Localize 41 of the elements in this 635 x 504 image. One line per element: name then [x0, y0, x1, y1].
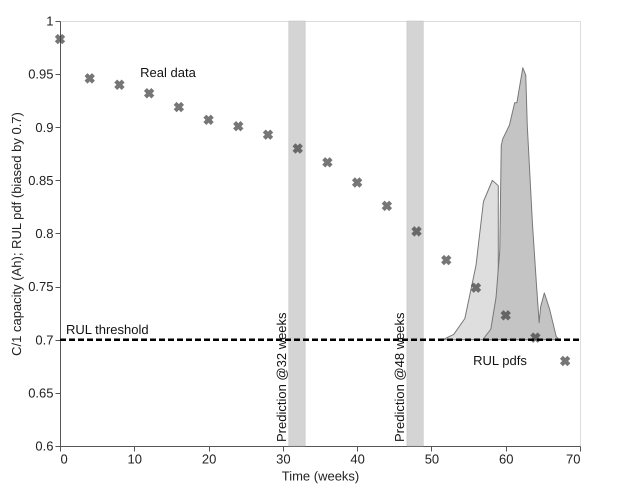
x-tick-label: 30: [276, 452, 291, 466]
y-tick-label: 0.7: [35, 332, 54, 348]
point: [500, 310, 511, 321]
point: [560, 356, 570, 366]
x-tick-label: 20: [202, 452, 216, 466]
point: [54, 34, 66, 44]
point: [441, 254, 452, 266]
x-tick-label: 70: [566, 452, 580, 466]
point: [262, 129, 274, 140]
point: [114, 80, 125, 90]
y-tick-label: 0.75: [28, 279, 54, 294]
x-tick-label: 40: [350, 452, 365, 466]
y-tick-label: 0.8: [35, 226, 54, 241]
y-tick-label: 0.6: [35, 438, 54, 454]
point: [352, 177, 362, 188]
x-tick-label: 60: [498, 452, 514, 466]
point: [174, 102, 184, 112]
point: [382, 200, 392, 212]
y-tick-label: 0.95: [28, 66, 54, 82]
x-tick-label: 0: [60, 452, 68, 466]
annotation: Real data: [140, 65, 197, 80]
y-tick-label: 0.9: [35, 120, 54, 135]
point: [84, 73, 95, 84]
y-tick-label: 0.65: [28, 385, 54, 400]
band-label: Prediction @48 weeks: [392, 312, 407, 442]
x-tick-label: 10: [128, 452, 142, 466]
annotation: RUL pdfs: [473, 353, 528, 368]
point: [411, 226, 422, 237]
y-tick-label: 1: [46, 14, 54, 28]
point: [203, 114, 214, 126]
point: [470, 282, 482, 293]
x-tick-label: 50: [424, 452, 440, 466]
ref-line-label: RUL threshold: [66, 322, 149, 337]
point: [233, 120, 244, 132]
y-axis-title: C/1 capacity (Ah); RUL pdf (biased by 0.7): [9, 112, 24, 356]
point: [292, 143, 303, 154]
point: [144, 88, 154, 98]
y-tick-label: 0.85: [28, 172, 54, 188]
x-axis-title: Time (weeks): [282, 468, 360, 484]
band-label: Prediction @32 weeks: [274, 312, 289, 442]
point: [322, 157, 333, 168]
